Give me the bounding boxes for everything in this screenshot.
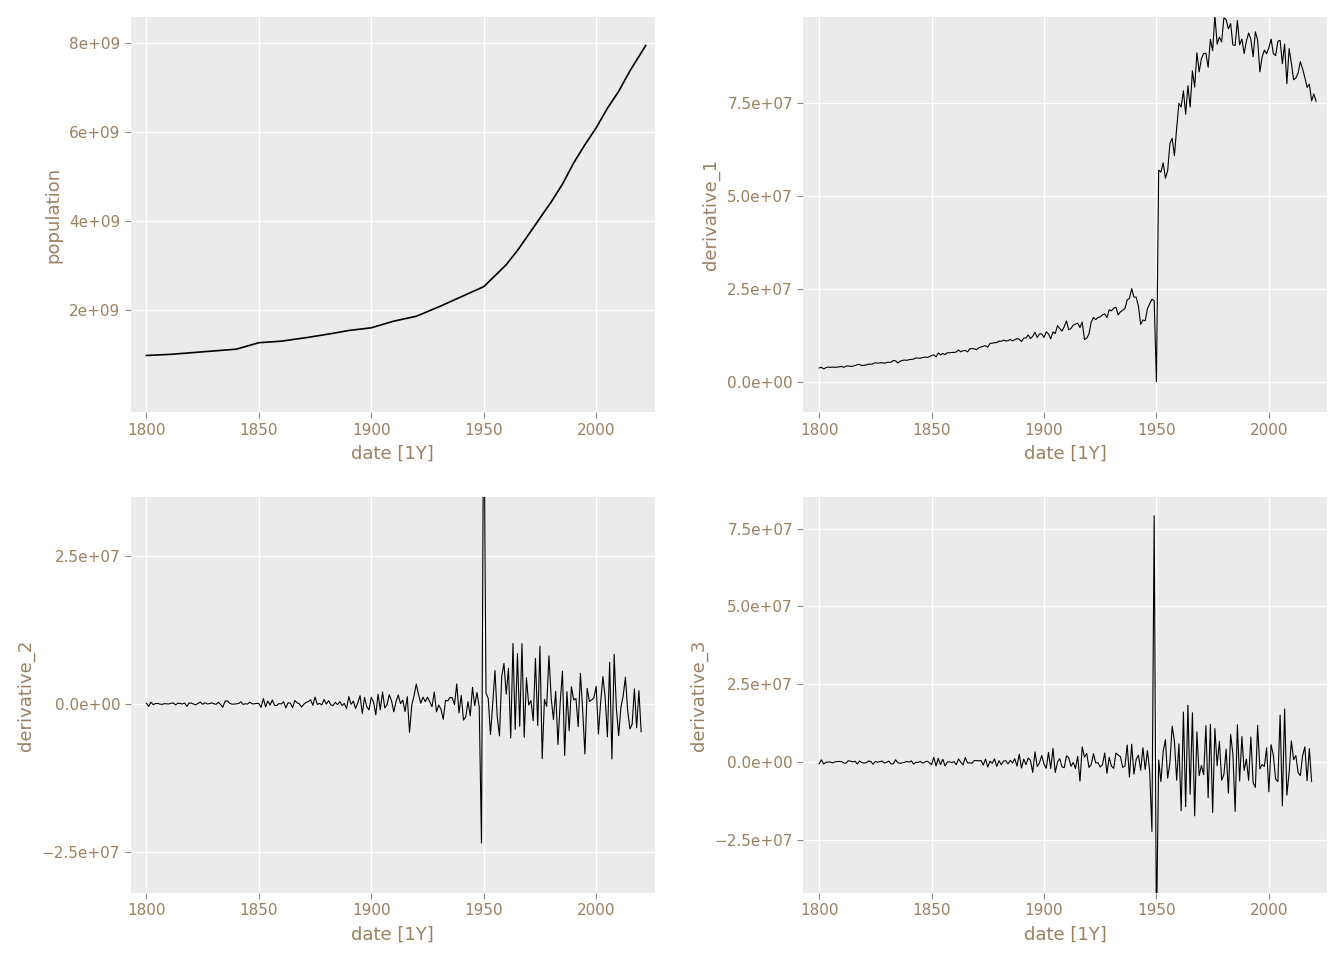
X-axis label: date [1Y]: date [1Y] bbox=[1024, 444, 1106, 463]
Y-axis label: derivative_2: derivative_2 bbox=[16, 639, 35, 751]
Y-axis label: derivative_1: derivative_1 bbox=[702, 158, 720, 270]
X-axis label: date [1Y]: date [1Y] bbox=[351, 444, 434, 463]
X-axis label: date [1Y]: date [1Y] bbox=[1024, 925, 1106, 944]
Y-axis label: derivative_3: derivative_3 bbox=[689, 639, 708, 751]
X-axis label: date [1Y]: date [1Y] bbox=[351, 925, 434, 944]
Y-axis label: population: population bbox=[44, 166, 62, 262]
